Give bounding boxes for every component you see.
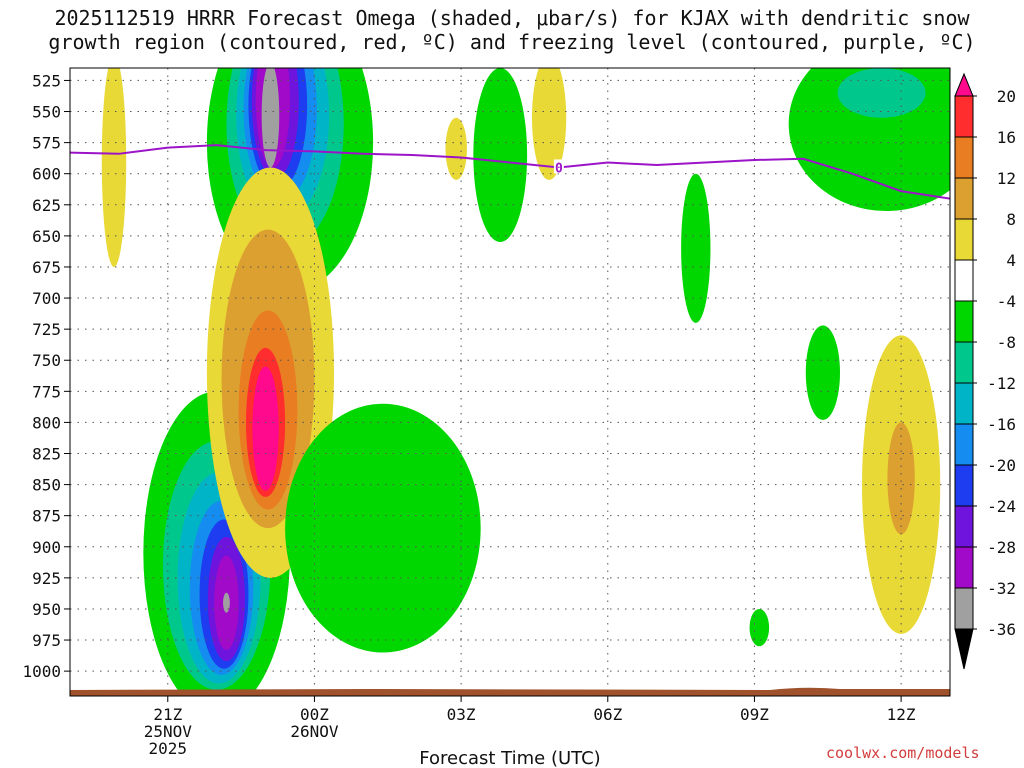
omega-region-8 — [473, 68, 528, 243]
y-tick-label-575: 575 — [32, 134, 61, 153]
colorbar-label-0: 20 — [997, 87, 1016, 106]
colorbar-bin-13 — [954, 587, 974, 630]
y-tick-label-525: 525 — [32, 71, 61, 90]
omega-contour-3-1 — [887, 422, 915, 535]
omega-contour-0-7 — [261, 68, 280, 168]
omega-contour-6-0 — [445, 117, 467, 180]
omega-contour-9-0 — [681, 173, 711, 323]
colorbar-bin-12 — [954, 546, 974, 589]
y-tick-label-975: 975 — [32, 631, 61, 650]
colorbar-arrow-top — [954, 72, 974, 97]
omega-contour-10-0 — [805, 325, 841, 420]
omega-contour-12-1 — [837, 68, 926, 118]
y-tick-label-850: 850 — [32, 476, 61, 495]
colorbar-bin-6 — [954, 300, 974, 343]
omega-region-6 — [445, 117, 467, 180]
y-tick-label-800: 800 — [32, 413, 61, 432]
colorbar-bin-1 — [954, 95, 974, 138]
y-tick-label-1000: 1000 — [22, 662, 61, 681]
omega-region-10 — [805, 325, 841, 420]
y-tick-label-650: 650 — [32, 227, 61, 246]
colorbar-bin-2 — [954, 136, 974, 179]
y-tick-label-550: 550 — [32, 103, 61, 122]
freezing-level-line — [70, 144, 950, 200]
omega-contour-1-7 — [223, 592, 230, 613]
omega-contour-8-0 — [473, 68, 528, 243]
ground-surface — [70, 687, 950, 696]
x-tick-date-24: 26NOV — [290, 722, 339, 741]
y-tick-label-675: 675 — [32, 258, 61, 277]
x-tick-label-30: 06Z — [593, 705, 622, 724]
y-tick-label-875: 875 — [32, 507, 61, 526]
x-tick-label-21: 21Z — [153, 705, 182, 724]
terrain-surface — [70, 687, 950, 696]
colorbar-bin-11 — [954, 505, 974, 548]
y-tick-label-725: 725 — [32, 320, 61, 339]
y-axis: 525 550 575 600 625 650 675 700 725 750 775 800 825 8… — [22, 71, 70, 681]
omega-contour-11-0 — [749, 608, 770, 647]
colorbar-label-10: -24 — [987, 497, 1016, 516]
colorbar-label-8: -16 — [987, 415, 1016, 434]
y-tick-label-625: 625 — [32, 196, 61, 215]
freezing-label-bg — [553, 159, 564, 174]
x-axis-title: Forecast Time (UTC) — [419, 748, 600, 768]
title-line-2: growth region (contoured, red, ºC) and f… — [48, 30, 976, 54]
colorbar-label-1: 16 — [997, 128, 1016, 147]
freezing-level-contour: 0 — [70, 144, 950, 200]
y-tick-label-925: 925 — [32, 569, 61, 588]
colorbar-label-3: 8 — [1006, 210, 1016, 229]
colorbar-label-7: -12 — [987, 374, 1016, 393]
colorbar-label-11: -28 — [987, 538, 1016, 557]
y-tick-label-700: 700 — [32, 289, 61, 308]
x-tick-date-21: 25NOV — [144, 722, 193, 741]
colorbar-bin-7 — [954, 341, 974, 384]
colorbar-bin-3 — [954, 177, 974, 220]
colorbar-label-6: -8 — [997, 333, 1016, 352]
omega-region-5 — [532, 68, 567, 180]
omega-region-4 — [101, 68, 127, 267]
title-line-1: 2025112519 HRRR Forecast Omega (shaded, … — [54, 6, 970, 30]
colorbar-label-4: 4 — [1006, 251, 1016, 270]
y-tick-label-600: 600 — [32, 165, 61, 184]
colorbar-bin-8 — [954, 382, 974, 425]
colorbar-label-9: -20 — [987, 456, 1016, 475]
x-tick-label-33: 09Z — [740, 705, 769, 724]
omega-region-9 — [681, 173, 711, 323]
colorbar: 20 16 12 8 4 -4 -8 -12 -16 -20 -24 -28 -32 -36 — [954, 72, 1016, 670]
colorbar-bin-10 — [954, 464, 974, 507]
colorbar-label-12: -32 — [987, 579, 1016, 598]
x-tick-year-21: 2025 — [149, 739, 188, 758]
omega-region-11 — [749, 608, 770, 647]
omega-contour-2-4 — [252, 366, 279, 491]
colorbar-bin-4 — [954, 218, 974, 261]
freezing-level-label: 0 — [555, 161, 563, 176]
omega-shading — [101, 68, 950, 696]
y-tick-label-900: 900 — [32, 538, 61, 557]
omega-region-3 — [862, 335, 941, 634]
omega-contour-5-0 — [532, 68, 567, 180]
colorbar-arrow-bottom — [954, 628, 974, 670]
y-tick-label-950: 950 — [32, 600, 61, 619]
omega-region-7 — [285, 403, 481, 653]
colorbar-bin-9 — [954, 423, 974, 466]
y-tick-label-750: 750 — [32, 351, 61, 370]
omega-contour-7-0 — [285, 403, 481, 653]
colorbar-label-13: -36 — [987, 620, 1016, 639]
colorbar-label-5: -4 — [997, 292, 1016, 311]
x-tick-label-36: 12Z — [887, 705, 916, 724]
x-tick-label-24: 00Z — [300, 705, 329, 724]
y-tick-label-775: 775 — [32, 382, 61, 401]
colorbar-bin-5 — [954, 259, 974, 302]
y-tick-label-825: 825 — [32, 445, 61, 464]
credit-text: coolwx.com/models — [826, 744, 980, 762]
plot-frame — [69, 67, 951, 697]
x-tick-label-27: 03Z — [447, 705, 476, 724]
chart-title: 2025112519 HRRR Forecast Omega (shaded, … — [0, 6, 1024, 54]
colorbar-label-2: 12 — [997, 169, 1016, 188]
omega-contour-4-0 — [101, 68, 127, 267]
